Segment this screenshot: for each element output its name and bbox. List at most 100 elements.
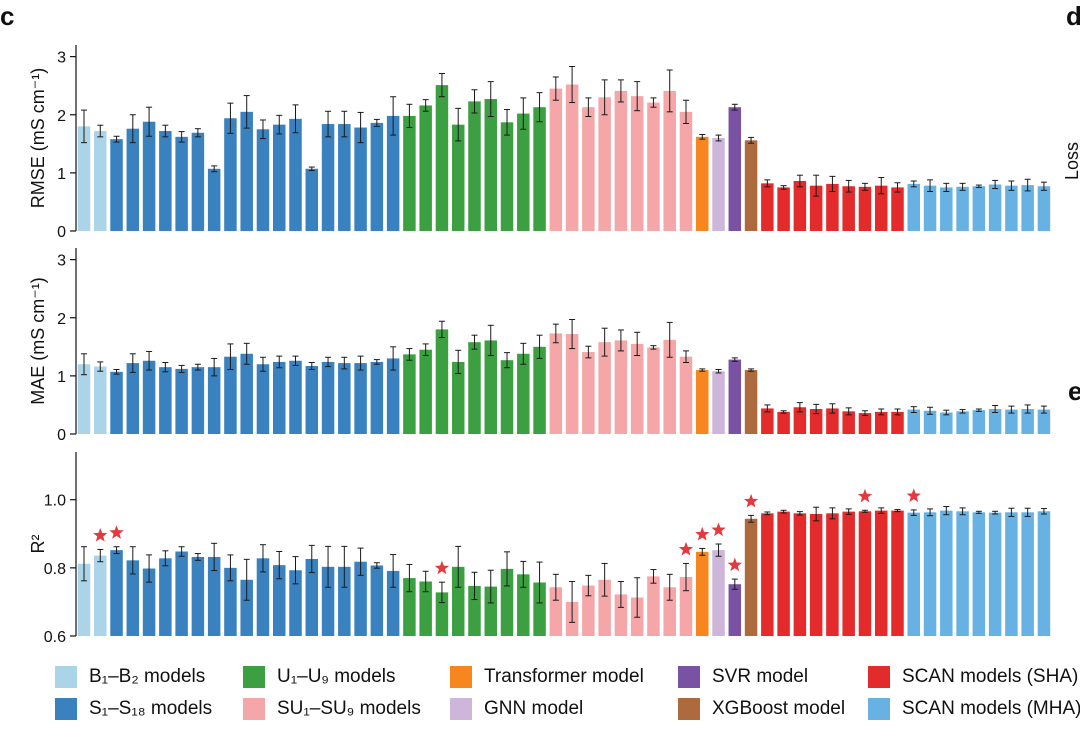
bar bbox=[370, 122, 384, 231]
bar bbox=[809, 514, 823, 636]
bar bbox=[598, 97, 611, 231]
bar bbox=[777, 511, 790, 636]
legend-item-b: B₁–B₂ models bbox=[55, 666, 205, 688]
bar bbox=[240, 353, 253, 434]
bar bbox=[207, 168, 221, 231]
bar bbox=[77, 126, 91, 231]
bar bbox=[842, 511, 855, 636]
y-tick-label: 3 bbox=[57, 50, 66, 67]
y-axis-label: R² bbox=[28, 535, 48, 554]
bar bbox=[1021, 409, 1034, 434]
bar bbox=[614, 90, 628, 231]
bar bbox=[240, 579, 253, 636]
bar bbox=[451, 566, 465, 636]
bar bbox=[370, 361, 384, 434]
legend-label: SU₁–SU₉ models bbox=[277, 698, 421, 719]
bar bbox=[549, 333, 563, 434]
bar bbox=[77, 563, 91, 636]
star-marker bbox=[93, 527, 108, 542]
star-marker bbox=[906, 488, 921, 502]
star-marker bbox=[857, 488, 873, 503]
bar bbox=[321, 124, 335, 231]
bar bbox=[321, 361, 335, 434]
bar bbox=[240, 111, 253, 231]
bar bbox=[777, 187, 790, 231]
bar bbox=[451, 124, 465, 231]
bar bbox=[142, 360, 156, 434]
bar bbox=[679, 577, 693, 636]
legend-item-xgboost: XGBoost model bbox=[678, 698, 845, 720]
bar bbox=[582, 585, 595, 636]
bar bbox=[826, 513, 839, 636]
bar bbox=[289, 118, 302, 231]
legend-swatch bbox=[868, 698, 890, 720]
bar bbox=[354, 363, 367, 434]
y-tick-label: 1.0 bbox=[44, 493, 66, 510]
bar bbox=[289, 360, 302, 434]
bar bbox=[663, 587, 676, 636]
bar bbox=[679, 356, 693, 434]
bar bbox=[110, 550, 123, 636]
legend-item-svr: SVR model bbox=[678, 666, 808, 688]
y-tick-label: 0 bbox=[57, 427, 66, 444]
bar bbox=[435, 329, 449, 434]
bar bbox=[1037, 511, 1051, 636]
bar bbox=[647, 347, 660, 434]
bar bbox=[696, 551, 709, 636]
bar bbox=[744, 518, 758, 636]
bar bbox=[1005, 185, 1018, 231]
bar bbox=[842, 186, 855, 231]
bar bbox=[728, 107, 742, 231]
bar bbox=[1037, 409, 1051, 434]
bar bbox=[354, 127, 367, 231]
legend-label: XGBoost model bbox=[712, 698, 846, 719]
y-axis-label: RMSE (mS cm⁻¹) bbox=[28, 68, 48, 208]
star-marker bbox=[678, 541, 694, 556]
bar bbox=[549, 587, 563, 636]
bar bbox=[858, 186, 872, 231]
legend-item-sha: SCAN models (SHA) bbox=[868, 666, 1078, 688]
bar bbox=[777, 411, 790, 434]
bar bbox=[500, 568, 514, 636]
bar bbox=[517, 113, 530, 231]
panel-label-c: c bbox=[0, 1, 14, 31]
bar bbox=[272, 565, 286, 636]
bar bbox=[565, 334, 579, 434]
figure-canvas: c d e Loss 0 1 2 3 RMSE (mS cm⁻¹) 0 1 2 3 MAE (mS… bbox=[0, 1, 1080, 646]
bar bbox=[728, 359, 742, 434]
legend-swatch bbox=[450, 666, 472, 688]
y-tick-label: 3 bbox=[57, 253, 66, 270]
legend-label: GNN model bbox=[484, 698, 584, 719]
bar bbox=[403, 354, 416, 434]
bar bbox=[630, 96, 644, 232]
bar bbox=[500, 122, 514, 231]
bar bbox=[842, 411, 855, 434]
legend-item-gnn: GNN model bbox=[450, 698, 583, 720]
legend: B₁–B₂ models U₁–U₉ models Transformer mode… bbox=[0, 660, 1080, 745]
bar bbox=[419, 581, 432, 636]
legend-label: U₁–U₉ models bbox=[277, 666, 396, 687]
bar bbox=[956, 186, 969, 231]
bar bbox=[712, 138, 725, 231]
bar bbox=[435, 85, 449, 231]
bar bbox=[1021, 512, 1034, 636]
bar bbox=[972, 410, 986, 434]
legend-item-su: SU₁–SU₉ models bbox=[243, 698, 421, 720]
star-marker bbox=[727, 557, 742, 572]
chart-panel-2: 0 1 2 3 MAE (mS cm⁻¹) bbox=[28, 248, 1051, 444]
bar bbox=[533, 107, 546, 231]
panel-label-d: d bbox=[1066, 1, 1080, 31]
bar bbox=[956, 511, 969, 636]
legend-label: SCAN models (MHA) bbox=[902, 698, 1080, 719]
bar bbox=[565, 84, 579, 232]
bar bbox=[484, 99, 497, 232]
bar bbox=[110, 371, 123, 434]
bar bbox=[435, 592, 449, 636]
star-marker bbox=[434, 560, 450, 575]
legend-label: B₁–B₂ models bbox=[89, 666, 206, 687]
bar bbox=[403, 115, 416, 231]
y-tick-label: 2 bbox=[57, 108, 66, 125]
bar bbox=[256, 558, 270, 636]
bar bbox=[403, 578, 416, 636]
